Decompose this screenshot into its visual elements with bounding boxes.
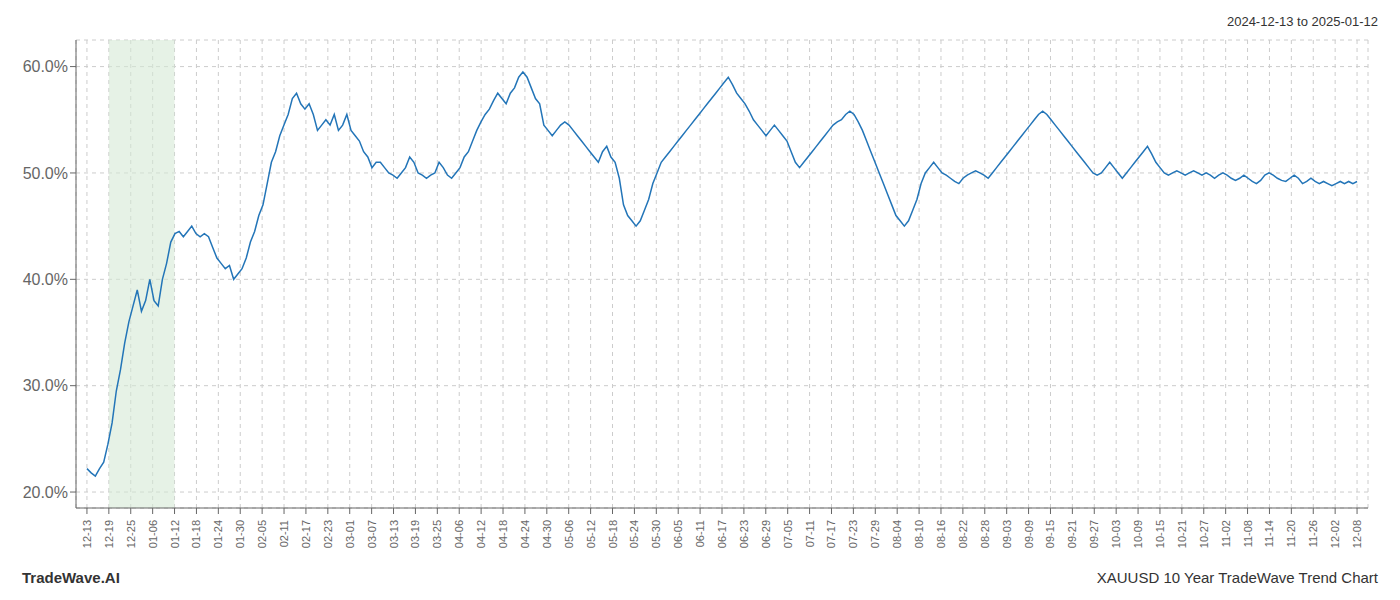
svg-text:12-25: 12-25 <box>125 520 137 548</box>
svg-text:09-09: 09-09 <box>1023 520 1035 548</box>
svg-text:12-19: 12-19 <box>103 520 115 548</box>
svg-text:10-15: 10-15 <box>1154 520 1166 548</box>
svg-text:03-19: 03-19 <box>409 520 421 548</box>
svg-text:02-11: 02-11 <box>278 520 290 547</box>
svg-text:50.0%: 50.0% <box>23 165 68 182</box>
svg-text:30.0%: 30.0% <box>23 377 68 394</box>
svg-text:09-03: 09-03 <box>1001 520 1013 548</box>
svg-text:05-24: 05-24 <box>628 520 640 548</box>
svg-text:60.0%: 60.0% <box>23 58 68 75</box>
svg-text:07-23: 07-23 <box>847 520 859 548</box>
svg-text:01-30: 01-30 <box>234 520 246 548</box>
svg-text:02-17: 02-17 <box>300 520 312 548</box>
svg-text:07-11: 07-11 <box>804 520 816 547</box>
svg-text:09-21: 09-21 <box>1066 520 1078 548</box>
svg-text:08-28: 08-28 <box>979 520 991 548</box>
svg-text:01-18: 01-18 <box>190 520 202 548</box>
svg-text:04-30: 04-30 <box>541 520 553 548</box>
svg-text:03-07: 03-07 <box>366 520 378 548</box>
svg-text:11-08: 11-08 <box>1242 520 1254 547</box>
svg-text:06-17: 06-17 <box>716 520 728 548</box>
svg-text:05-06: 05-06 <box>563 520 575 548</box>
svg-text:09-15: 09-15 <box>1044 520 1056 548</box>
svg-text:02-23: 02-23 <box>322 520 334 548</box>
svg-text:08-10: 08-10 <box>913 520 925 548</box>
svg-text:10-21: 10-21 <box>1176 520 1188 548</box>
svg-text:06-11: 06-11 <box>694 520 706 547</box>
svg-text:05-30: 05-30 <box>650 520 662 548</box>
svg-text:10-09: 10-09 <box>1132 520 1144 548</box>
svg-text:04-24: 04-24 <box>519 520 531 548</box>
svg-text:01-12: 01-12 <box>169 520 181 548</box>
svg-text:09-27: 09-27 <box>1088 520 1100 548</box>
svg-text:40.0%: 40.0% <box>23 271 68 288</box>
svg-text:07-17: 07-17 <box>825 520 837 548</box>
svg-text:11-14: 11-14 <box>1263 520 1275 547</box>
svg-text:11-26: 11-26 <box>1307 520 1319 547</box>
html-text:2024-12-13 to 2025-01-12: 2024-12-13 to 2025-01-12 <box>1226 14 1378 29</box>
svg-text:10-27: 10-27 <box>1198 520 1210 548</box>
svg-text:08-04: 08-04 <box>891 520 903 548</box>
svg-text:07-05: 07-05 <box>782 520 794 548</box>
svg-text:03-01: 03-01 <box>344 520 356 548</box>
svg-text:06-23: 06-23 <box>738 520 750 548</box>
svg-text:07-29: 07-29 <box>869 520 881 548</box>
svg-text:11-02: 11-02 <box>1220 520 1232 547</box>
svg-text:01-06: 01-06 <box>147 520 159 548</box>
svg-text:01-24: 01-24 <box>212 520 224 548</box>
svg-text:10-03: 10-03 <box>1110 520 1122 548</box>
svg-text:12-13: 12-13 <box>81 520 93 548</box>
svg-text:12-02: 12-02 <box>1329 520 1341 548</box>
html-text:TradeWave.AI: TradeWave.AI <box>22 569 120 586</box>
svg-text:04-18: 04-18 <box>497 520 509 548</box>
svg-text:11-20: 11-20 <box>1285 520 1297 547</box>
svg-text:03-25: 03-25 <box>431 520 443 548</box>
svg-text:02-05: 02-05 <box>256 520 268 548</box>
svg-text:05-18: 05-18 <box>607 520 619 548</box>
svg-text:04-06: 04-06 <box>453 520 465 548</box>
svg-text:12-08: 12-08 <box>1351 520 1363 548</box>
svg-text:04-12: 04-12 <box>475 520 487 548</box>
svg-text:03-13: 03-13 <box>388 520 400 548</box>
svg-text:08-22: 08-22 <box>957 520 969 548</box>
svg-text:20.0%: 20.0% <box>23 484 68 501</box>
svg-text:05-12: 05-12 <box>585 520 597 548</box>
svg-text:08-16: 08-16 <box>935 520 947 548</box>
svg-text:06-05: 06-05 <box>672 520 684 548</box>
html-text:XAUUSD 10 Year TradeWave Trend: XAUUSD 10 Year TradeWave Trend Chart <box>1096 569 1378 586</box>
svg-text:06-29: 06-29 <box>760 520 772 548</box>
